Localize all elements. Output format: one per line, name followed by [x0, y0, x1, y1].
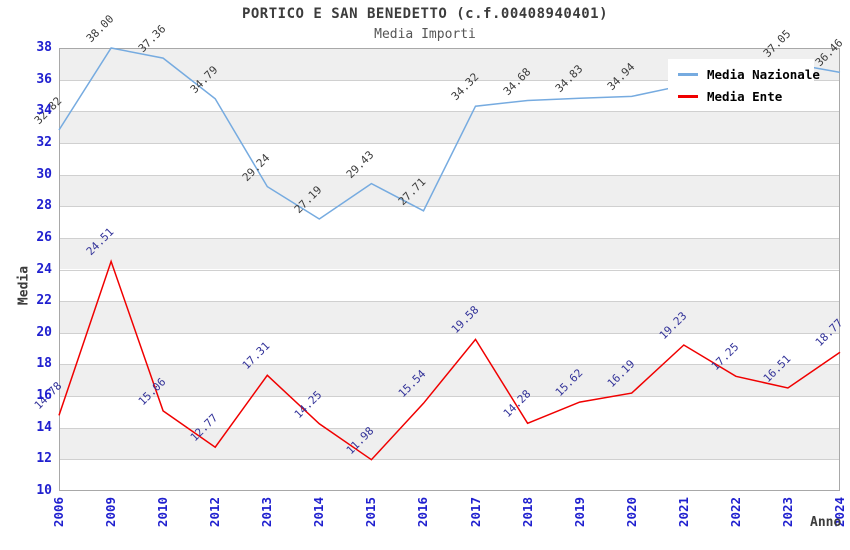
media-ente-line [58, 259, 841, 461]
y-tick-label: 26 [36, 229, 52, 245]
plot-band [59, 396, 840, 428]
y-tick-label: 20 [36, 324, 52, 340]
x-tick-label: 2017 [467, 496, 483, 528]
y-tick-label: 10 [36, 483, 52, 498]
y-tick-label: 28 [36, 198, 52, 214]
y-tick-label: 14 [36, 419, 52, 435]
x-tick-label: 2006 [51, 496, 66, 528]
gridline [59, 111, 840, 113]
x-tick-label: 2020 [623, 496, 639, 528]
x-tick-label: 2016 [415, 496, 431, 528]
gridline [59, 332, 840, 334]
gridline [59, 364, 840, 366]
gridline [59, 301, 840, 303]
plot-band [59, 459, 840, 491]
x-tick-label: 2018 [519, 496, 535, 528]
legend-item-media-nazionale: Media Nazionale [668, 63, 820, 85]
y-tick-label: 30 [36, 166, 52, 182]
x-tick-label: 2009 [103, 496, 119, 528]
plot-frame [59, 48, 840, 491]
gridline [59, 206, 840, 208]
y-tick-label: 36 [36, 71, 52, 87]
y-axis-title: Media [16, 265, 32, 306]
x-tick-label: 2013 [259, 496, 275, 528]
x-tick-label: 2019 [571, 496, 587, 528]
y-tick-label: 18 [36, 356, 52, 372]
plot-band [59, 427, 840, 460]
media-ente-swatch-icon [678, 94, 698, 98]
plot-band [59, 174, 840, 207]
plot-band [59, 269, 840, 302]
x-tick-label: 2021 [675, 496, 691, 528]
y-tick-label: 16 [36, 388, 52, 404]
y-tick-label: 24 [36, 261, 52, 277]
gridline [59, 427, 840, 429]
media-nazionale-swatch-icon [678, 72, 698, 76]
gridline [59, 237, 840, 239]
y-tick-label: 38 [36, 40, 52, 55]
plot-band [59, 111, 840, 143]
y-tick-label: 32 [36, 134, 52, 150]
gridline [59, 174, 840, 176]
legend-label: Media Ente [707, 88, 783, 104]
plot-band [59, 237, 840, 270]
x-axis-title: Anno [810, 515, 842, 530]
gridline [59, 459, 840, 461]
chart-title: PORTICO E SAN BENEDETTO (c.f.00408940401… [241, 6, 609, 22]
x-tick-label: 2012 [207, 496, 223, 528]
gridline [59, 269, 840, 271]
gridline [59, 142, 840, 144]
y-tick-label: 12 [36, 451, 52, 467]
x-tick-label: 2022 [727, 496, 743, 528]
gridline [59, 79, 840, 81]
legend-label: Media Nazionale [707, 66, 820, 82]
gridline [59, 396, 840, 398]
plot-band [59, 332, 840, 365]
y-tick-label: 34 [36, 103, 52, 119]
plot-band [59, 301, 840, 333]
legend: Media Nazionale Media Ente [668, 59, 820, 111]
y-tick-label: 22 [36, 293, 52, 309]
legend-item-media-ente: Media Ente [668, 85, 814, 107]
plot-band [59, 364, 840, 397]
x-tick-label: 2023 [779, 496, 795, 528]
x-tick-label: 2010 [155, 496, 171, 528]
plot-band [59, 206, 840, 238]
x-tick-label: 2015 [363, 496, 379, 528]
x-tick-label: 2014 [311, 496, 327, 528]
chart-subtitle: Media Importi [374, 27, 476, 42]
